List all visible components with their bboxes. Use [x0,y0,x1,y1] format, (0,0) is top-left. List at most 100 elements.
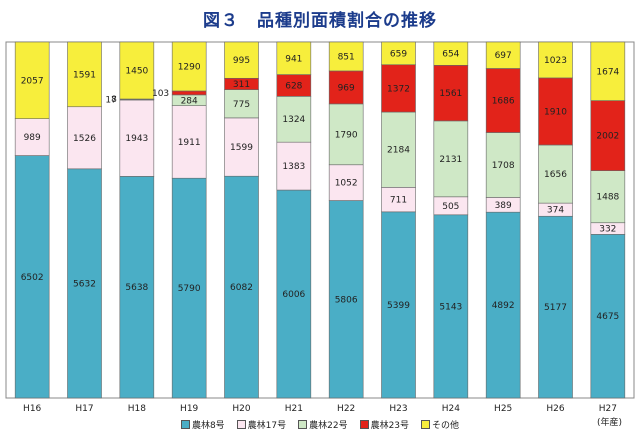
plot-frame [5,41,635,399]
bar-segment-H21-s0 [276,189,312,399]
bar-segment-H16-s0 [14,155,50,399]
unit-label: (年産) [597,418,623,428]
data-label-H24-s4: 654 [442,50,459,60]
data-label-H20-s1: 1599 [230,143,253,153]
x-tick-label-H27: H27 [599,404,617,414]
x-tick-label-H18: H18 [128,404,146,414]
data-label-H17-s4: 1591 [73,70,96,80]
x-tick-label-H23: H23 [389,404,407,414]
x-tick-label-H26: H26 [546,404,564,414]
data-label-H27-s3: 2002 [596,132,619,142]
bar-segment-H19-s3 [171,90,207,96]
bar-segment-H19-s0 [171,177,207,399]
bar-segment-H23-s4 [381,41,416,66]
legend-swatch [180,420,190,429]
x-tick-label-H17: H17 [75,404,93,414]
legend-item-2: 農林22号 [298,418,348,431]
bar-segment-H22-s1 [328,164,364,201]
data-label-H16-s4: 2057 [21,76,44,86]
x-tick-label-H19: H19 [180,404,198,414]
data-label-H26-s3: 1910 [544,107,567,117]
data-label-H23-s0: 5399 [387,301,410,311]
bar-segment-H22-s4 [328,41,364,72]
bar-segment-H26-s0 [538,215,573,399]
bar-segment-H24-s4 [433,41,469,66]
data-label-H19-s4: 1290 [178,62,201,72]
data-label-H16-s0: 6502 [21,273,44,283]
data-label-H18-s2: 17 [105,96,116,106]
bar-segment-H19-s1 [171,105,207,179]
bar-segment-H16-s4 [14,41,50,119]
bar-segment-H25-s2 [485,132,521,198]
bar-segment-H17-s0 [67,168,102,399]
data-label-H23-s1: 711 [390,196,407,206]
x-tick-label-H25: H25 [494,404,512,414]
bar-segment-H21-s4 [276,41,312,75]
data-label-H24-s2: 2131 [439,155,462,165]
data-label-H25-s3: 1686 [492,96,515,106]
legend-label: 農林22号 [309,421,348,431]
data-label-H26-s2: 1656 [544,170,567,180]
legend-label: その他 [432,421,460,431]
data-label-H19-s3: 103 [152,89,169,99]
bar-segment-H24-s0 [433,214,469,399]
data-label-H25-s1: 389 [495,201,512,211]
data-label-H23-s3: 1372 [387,84,410,94]
bar-segment-H22-s3 [328,70,364,105]
data-label-H21-s3: 628 [285,81,302,91]
legend: 農林8号 農林17号 農林22号 農林23号 その他 [0,418,640,431]
data-label-H22-s0: 5806 [335,295,358,305]
data-label-H26-s4: 1023 [544,56,567,66]
data-label-H16-s1: 989 [24,133,41,143]
data-label-H26-s1: 374 [547,206,564,216]
bar-segment-H23-s0 [381,211,416,399]
data-label-H19-s2: 284 [181,96,198,106]
legend-swatch [421,420,431,429]
data-label-H18-s4: 1450 [125,67,148,77]
bar-segment-H18-s0 [119,176,155,399]
legend-item-3: 農林23号 [359,418,410,431]
data-label-H25-s2: 1708 [492,161,515,171]
data-label-H20-s2: 775 [233,100,250,110]
x-tick-label-H22: H22 [337,404,355,414]
bar-segment-H26-s2 [538,144,573,204]
bar-segment-H23-s3 [381,64,416,113]
data-label-H27-s0: 4675 [596,312,619,322]
chart-title: 図３ 品種別面積割合の推移 [203,11,437,31]
data-label-H18-s3: 8 [111,95,117,105]
bar-segment-H25-s3 [485,68,521,133]
bar-segment-H19-s4 [171,41,207,92]
bar-segment-H24-s2 [433,120,469,198]
legend-label: 農林8号 [191,421,225,431]
data-label-H17-s0: 5632 [73,279,96,289]
data-label-H22-s3: 969 [338,83,355,93]
legend-label: 農林23号 [370,421,410,431]
bar-segment-H22-s2 [328,103,364,166]
bar-segment-H27-s4 [590,41,626,101]
legend-item-0: 農林8号 [180,418,225,431]
data-label-H18-s0: 5638 [125,283,148,293]
data-label-H22-s4: 851 [338,52,355,62]
data-label-H21-s2: 1324 [282,115,305,125]
data-label-H24-s0: 5143 [439,302,462,312]
bar-segment-H25-s4 [485,41,521,69]
data-label-H21-s0: 6006 [282,290,305,300]
data-label-H23-s2: 2184 [387,146,410,156]
bar-segment-H17-s4 [67,41,102,108]
bar-segment-H18-s4 [119,41,155,100]
data-label-H27-s2: 1488 [596,193,619,203]
legend-item-4: その他 [421,418,459,431]
bar-segment-H20-s4 [224,41,259,79]
data-label-H24-s1: 505 [442,202,459,212]
data-label-H22-s1: 1052 [335,179,358,189]
bar-segment-H22-s0 [328,200,364,399]
data-label-H25-s0: 4892 [492,301,515,311]
data-label-H20-s4: 995 [233,56,250,66]
legend-item-1: 農林17号 [236,418,286,431]
bar-segment-H20-s2 [224,89,259,119]
data-label-H22-s2: 1790 [335,130,358,140]
data-label-H23-s4: 659 [390,49,407,59]
bar-segment-H17-s1 [67,106,102,170]
data-label-H24-s3: 1561 [439,89,462,99]
